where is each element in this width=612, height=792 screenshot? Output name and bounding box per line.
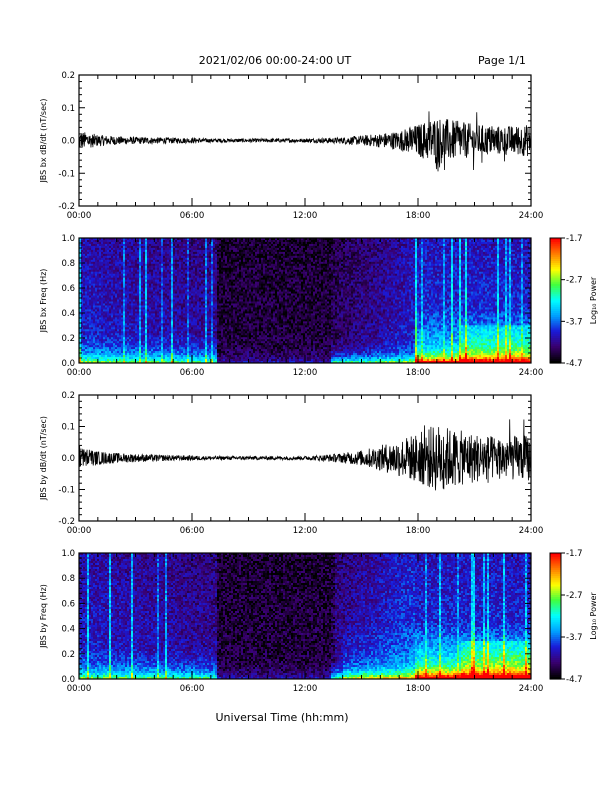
x-tick-label: 06:00 [180,211,205,221]
y-axis-label: JBS bx dB/dt (nT/sec) [39,98,48,183]
date-range-title: 2021/02/06 00:00-24:00 UT [199,54,352,67]
y-tick-label: -0.1 [58,169,75,179]
y-tick-label: 0.2 [61,71,75,81]
y-tick-label: -0.2 [58,202,75,212]
dbdt-trace [79,111,531,171]
x-tick-label: 18:00 [406,211,431,221]
page-indicator: Page 1/1 [478,54,526,67]
spectrogram-cells [79,238,531,363]
bx-dbdt-panel: 00:00 06:00 12:00 18:00 24:00 0.2 0.1 0.0 -0.1 -0… [39,71,543,221]
x-tick-label: 24:00 [519,211,544,221]
x-tick-label: 12:00 [293,211,318,221]
y-tick-label: 0.1 [61,104,75,114]
x-tick-label: 00:00 [67,211,92,221]
y-tick-label: 0.0 [61,137,75,147]
